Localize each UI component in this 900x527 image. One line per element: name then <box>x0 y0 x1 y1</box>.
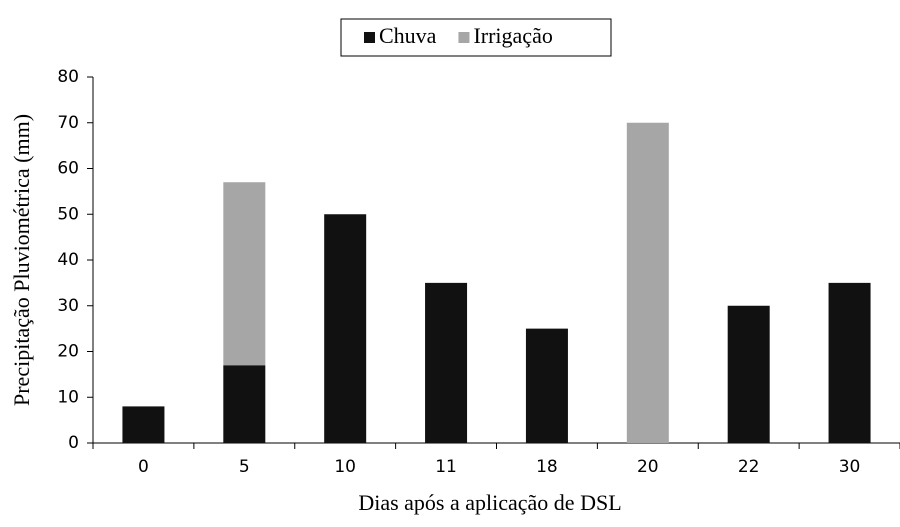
x-axis-label: Dias após a aplicação de DSL <box>358 490 621 515</box>
x-tick-label: 5 <box>239 457 250 477</box>
y-tick-label: 10 <box>57 387 79 407</box>
x-tick-label: 30 <box>839 457 861 477</box>
y-tick-label: 80 <box>57 67 79 87</box>
bar-segment <box>525 328 568 443</box>
legend-swatch <box>364 32 375 43</box>
x-tick-label: 22 <box>738 457 760 477</box>
bar-segment <box>727 305 770 443</box>
legend-label: Chuva <box>379 23 437 48</box>
bar-segment <box>324 214 367 443</box>
y-tick-label: 70 <box>57 113 79 133</box>
legend-label: Irrigação <box>473 23 552 48</box>
bar-segment <box>425 282 468 443</box>
legend-swatch <box>458 32 470 43</box>
legend-box <box>340 18 612 57</box>
bar-segment <box>122 406 165 443</box>
x-tick-label: 11 <box>435 457 457 477</box>
bar-segment <box>223 365 266 443</box>
y-tick-label: 60 <box>57 159 79 179</box>
y-axis-label: Precipitação Pluviométrica (mm) <box>9 114 34 406</box>
y-tick-label: 30 <box>57 296 79 316</box>
bar-segment <box>828 282 871 443</box>
y-tick-label: 20 <box>57 342 79 362</box>
y-tick-label: 40 <box>57 250 79 270</box>
x-tick-label: 0 <box>138 457 149 477</box>
x-tick-label: 10 <box>334 457 356 477</box>
y-tick-label: 50 <box>57 204 79 224</box>
y-tick-label: 0 <box>68 433 79 453</box>
x-tick-label: 18 <box>536 457 558 477</box>
x-tick-label: 20 <box>637 457 659 477</box>
bar-segment <box>223 182 266 366</box>
bar-segment <box>626 122 669 443</box>
